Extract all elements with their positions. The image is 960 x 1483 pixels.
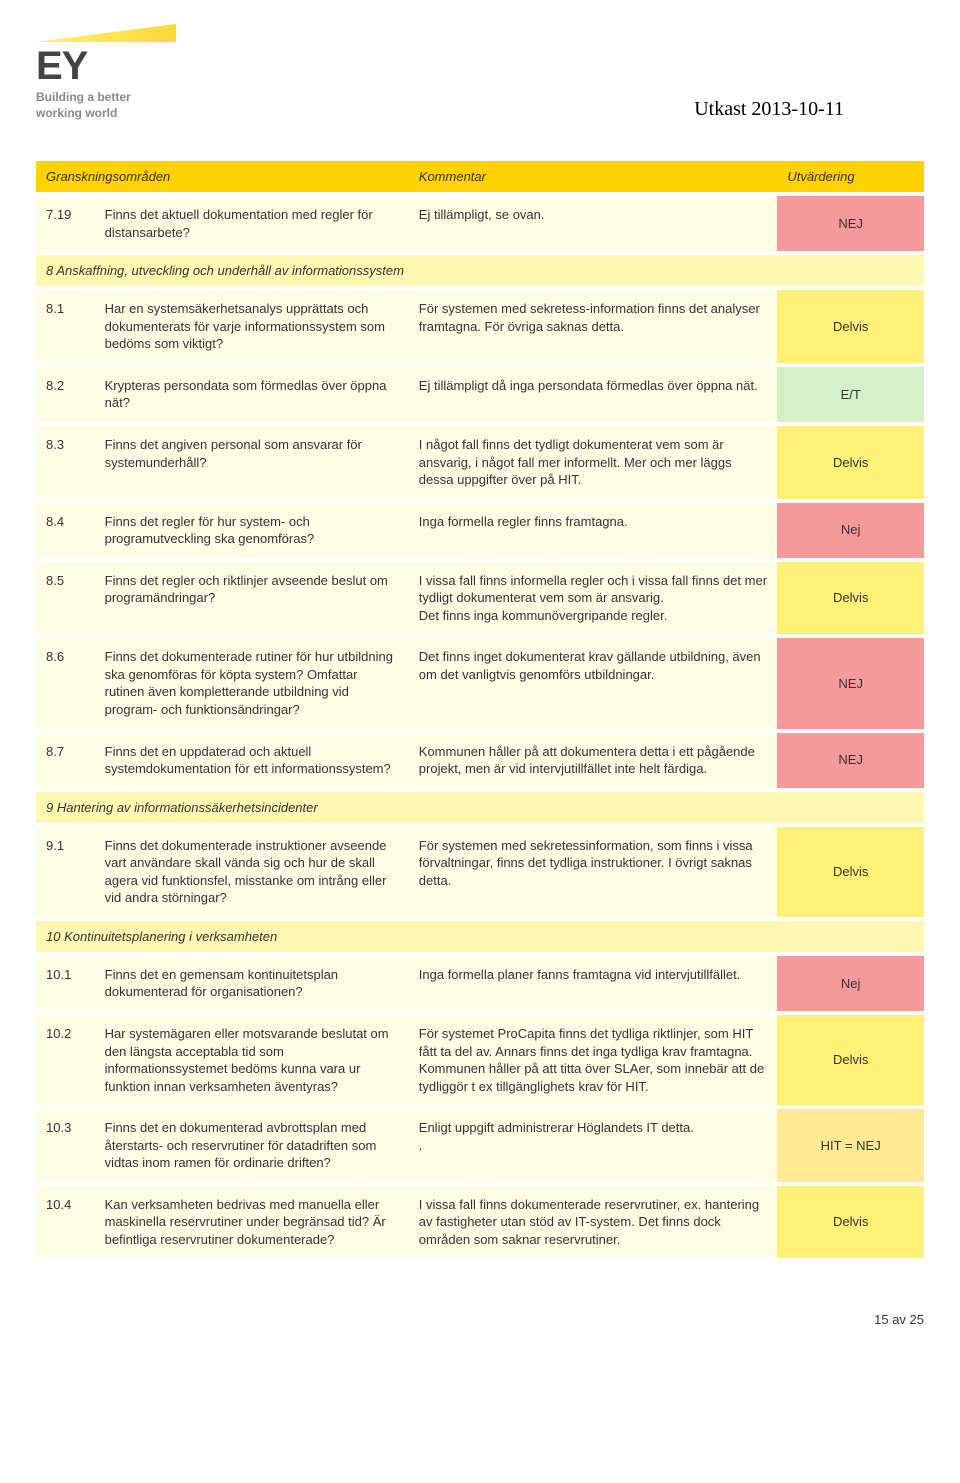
row-comment: Det finns inget dokumenterat krav gällan… [409,636,778,730]
row-question: Finns det dokumenterade rutiner för hur … [95,636,409,730]
row-number: 8.3 [36,424,95,501]
row-number: 10.2 [36,1013,95,1107]
row-number: 8.7 [36,731,95,790]
row-number: 10.4 [36,1184,95,1261]
row-number: 8.5 [36,560,95,637]
row-comment: Ej tillämpligt, se ovan. [409,194,778,253]
row-number: 10.3 [36,1107,95,1184]
section-heading-row: 8 Anskaffning, utveckling och underhåll … [36,253,924,288]
ey-logo-text: EY [36,48,196,84]
table-row: 8.1Har en systemsäkerhetsanalys upprätta… [36,288,924,365]
section-heading: 8 Anskaffning, utveckling och underhåll … [36,253,924,288]
row-evaluation: NEJ [777,731,924,790]
row-comment: Inga formella planer fanns framtagna vid… [409,954,778,1013]
table-row: 10.4Kan verksamheten bedrivas med manuel… [36,1184,924,1261]
row-comment: Enligt uppgift administrerar Höglandets … [409,1107,778,1184]
ey-tagline-line1: Building a better [36,90,131,104]
row-evaluation: Delvis [777,560,924,637]
section-heading: 10 Kontinuitetsplanering i verksamheten [36,919,924,954]
row-evaluation: Nej [777,501,924,560]
row-evaluation: Delvis [777,1184,924,1261]
row-comment: För systemen med sekretessinformation, s… [409,825,778,919]
table-row: 8.2Krypteras persondata som förmedlas öv… [36,365,924,424]
table-row: 10.2Har systemägaren eller motsvarande b… [36,1013,924,1107]
table-row: 8.5Finns det regler och riktlinjer avsee… [36,560,924,637]
row-question: Krypteras persondata som förmedlas över … [95,365,409,424]
row-comment: I något fall finns det tydligt dokumente… [409,424,778,501]
row-comment: I vissa fall finns dokumenterade reservr… [409,1184,778,1261]
ey-beam-icon [36,24,176,42]
table-row: 7.19Finns det aktuell dokumentation med … [36,194,924,253]
ey-logo: EY Building a better working world [36,24,196,121]
row-evaluation: Delvis [777,825,924,919]
row-number: 8.2 [36,365,95,424]
row-question: Har en systemsäkerhetsanalys upprättats … [95,288,409,365]
table-row: 8.3Finns det angiven personal som ansvar… [36,424,924,501]
section-heading-row: 9 Hantering av informationssäkerhetsinci… [36,790,924,825]
row-question: Finns det aktuell dokumentation med regl… [95,194,409,253]
row-number: 9.1 [36,825,95,919]
row-question: Finns det en uppdaterad och aktuell syst… [95,731,409,790]
section-heading: 9 Hantering av informationssäkerhetsinci… [36,790,924,825]
table-row: 10.3Finns det en dokumenterad avbrottspl… [36,1107,924,1184]
ey-tagline-line2: working world [36,106,117,120]
assessment-table: GranskningsområdenKommentarUtvärdering7.… [36,161,924,1262]
row-question: Finns det angiven personal som ansvarar … [95,424,409,501]
row-question: Kan verksamheten bedrivas med manuella e… [95,1184,409,1261]
row-evaluation: HIT = NEJ [777,1107,924,1184]
section-heading-row: 10 Kontinuitetsplanering i verksamheten [36,919,924,954]
row-evaluation: NEJ [777,636,924,730]
row-number: 8.1 [36,288,95,365]
row-number: 7.19 [36,194,95,253]
row-comment: Kommunen håller på att dokumentera detta… [409,731,778,790]
draft-date: Utkast 2013-10-11 [694,98,844,121]
col-header-area: Granskningsområden [36,161,409,194]
row-number: 8.6 [36,636,95,730]
page-number: 15 av 25 [36,1312,924,1327]
table-row: 8.4Finns det regler för hur system- och … [36,501,924,560]
row-comment: Inga formella regler finns framtagna. [409,501,778,560]
row-evaluation: Delvis [777,424,924,501]
row-question: Finns det en gemensam kontinuitetsplan d… [95,954,409,1013]
row-question: Finns det dokumenterade instruktioner av… [95,825,409,919]
table-row: 8.6Finns det dokumenterade rutiner för h… [36,636,924,730]
row-comment: För systemet ProCapita finns det tydliga… [409,1013,778,1107]
col-header-comment: Kommentar [409,161,778,194]
row-evaluation: Delvis [777,1013,924,1107]
row-evaluation: Nej [777,954,924,1013]
row-question: Finns det regler för hur system- och pro… [95,501,409,560]
row-question: Har systemägaren eller motsvarande beslu… [95,1013,409,1107]
row-number: 10.1 [36,954,95,1013]
table-row: 10.1Finns det en gemensam kontinuitetspl… [36,954,924,1013]
table-row: 8.7Finns det en uppdaterad och aktuell s… [36,731,924,790]
row-comment: Ej tillämpligt då inga persondata förmed… [409,365,778,424]
col-header-eval: Utvärdering [777,161,924,194]
page-header: EY Building a better working world Utkas… [36,0,924,161]
row-question: Finns det en dokumenterad avbrottsplan m… [95,1107,409,1184]
row-number: 8.4 [36,501,95,560]
row-comment: I vissa fall finns informella regler och… [409,560,778,637]
table-row: 9.1Finns det dokumenterade instruktioner… [36,825,924,919]
row-evaluation: NEJ [777,194,924,253]
row-question: Finns det regler och riktlinjer avseende… [95,560,409,637]
table-header-row: GranskningsområdenKommentarUtvärdering [36,161,924,194]
row-evaluation: Delvis [777,288,924,365]
ey-tagline: Building a better working world [36,90,196,121]
row-comment: För systemen med sekretess-information f… [409,288,778,365]
row-evaluation: E/T [777,365,924,424]
